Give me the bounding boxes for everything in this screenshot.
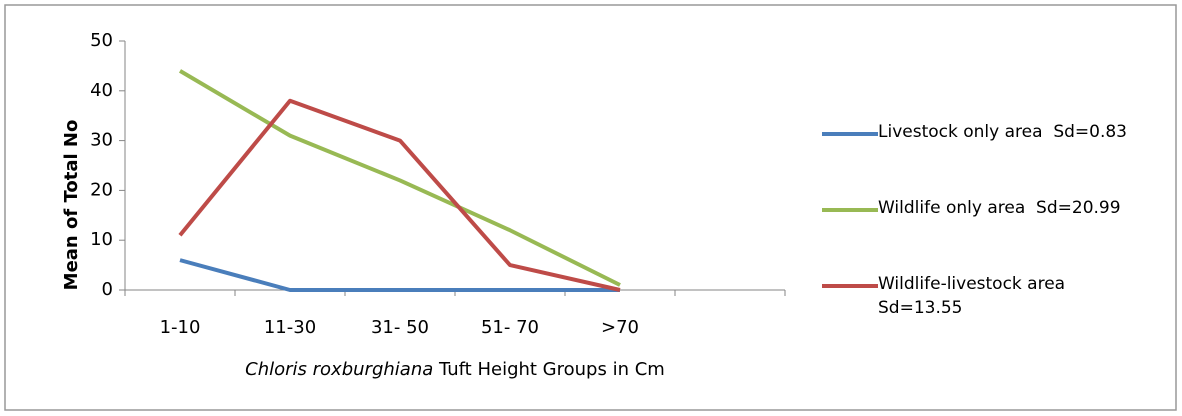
legend: Livestock only area Sd=0.83 Wildlife only… <box>822 122 1172 350</box>
y-axis-title: Mean of Total No <box>61 120 82 291</box>
legend-swatch <box>822 208 878 212</box>
x-tick-label: 11-30 <box>264 317 316 338</box>
legend-label: Wildlife only area Sd=20.99 <box>878 198 1121 218</box>
legend-item: Livestock only area Sd=0.83 <box>822 122 1172 198</box>
y-tick-label: 0 <box>102 279 113 300</box>
series-line <box>179 258 620 292</box>
x-axis-title-italic: Chloris roxburghiana <box>245 359 433 380</box>
legend-label: Wildlife-livestock area Sd=13.55 <box>878 274 1071 318</box>
chart-border <box>4 4 1177 411</box>
legend-item: Wildlife only area Sd=20.99 <box>822 198 1172 274</box>
y-tick-label: 50 <box>90 30 113 51</box>
x-tick-label: 51- 70 <box>481 317 539 338</box>
x-tick-label: 1-10 <box>160 317 201 338</box>
legend-label: Livestock only area Sd=0.83 <box>878 122 1127 142</box>
y-tick-label: 10 <box>90 229 113 250</box>
y-tick-label: 40 <box>90 80 113 101</box>
x-axis-title-rest: Tuft Height Groups in Cm <box>433 359 665 380</box>
y-tick-label: 20 <box>90 179 113 200</box>
series-line <box>178 98 621 292</box>
legend-swatch <box>822 284 878 288</box>
x-tick-label: >70 <box>601 317 639 338</box>
legend-swatch <box>822 132 878 136</box>
x-axis-title: Chloris roxburghiana Tuft Height Groups … <box>245 359 665 380</box>
legend-item: Wildlife-livestock area Sd=13.55 <box>822 274 1172 350</box>
y-tick-label: 30 <box>90 130 113 151</box>
x-tick-label: 31- 50 <box>371 317 429 338</box>
series-line <box>178 69 621 287</box>
